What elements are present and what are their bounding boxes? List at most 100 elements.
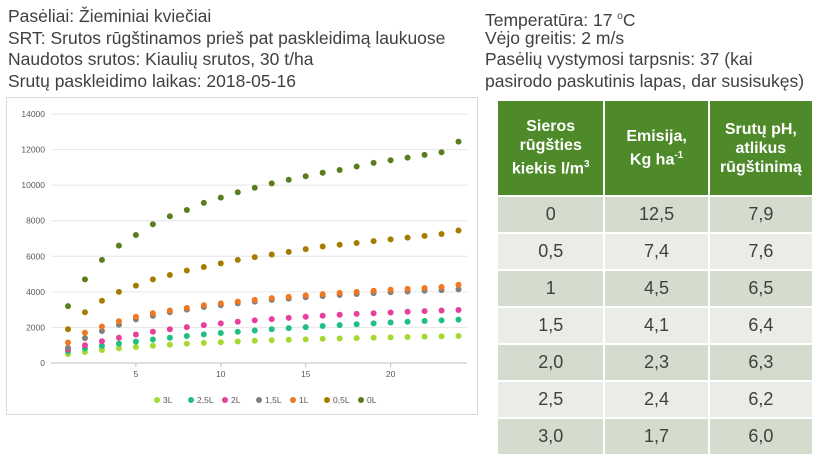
data-point [200, 322, 207, 329]
y-tick-label: 2000 [26, 322, 45, 332]
data-point [268, 316, 275, 323]
cell-emission: 12,5 [603, 195, 710, 234]
data-point [455, 332, 462, 339]
data-point [370, 159, 377, 166]
data-point [183, 332, 190, 339]
data-point [438, 284, 445, 291]
emission-chart: 0 2000 4000 6000 8000 10000 12000 14000 5 10 15 20 3… [6, 97, 478, 415]
data-point [353, 288, 360, 295]
data-point [353, 335, 360, 342]
data-point [132, 338, 139, 345]
data-point [234, 328, 241, 335]
data-point [302, 246, 309, 253]
data-point [98, 323, 105, 330]
data-point [404, 285, 411, 292]
data-point [81, 342, 88, 349]
data-point [183, 267, 190, 274]
data-point [319, 312, 326, 319]
data-point [455, 281, 462, 288]
legend-marker [222, 397, 228, 403]
data-point [183, 324, 190, 331]
data-point [251, 296, 258, 303]
legend-label: 0L [367, 395, 377, 405]
data-point [387, 157, 394, 164]
cell-emission: 2,3 [603, 343, 710, 382]
cell-acid: 1 [495, 269, 606, 308]
header-ph: Srutų pH, atlikus rūgštinimą [707, 99, 815, 197]
data-point [370, 320, 377, 327]
cell-emission: 2,4 [603, 380, 710, 419]
data-point [370, 334, 377, 341]
data-point [404, 234, 411, 241]
table-row: 1,5 4,1 6,4 [495, 306, 815, 345]
data-point [404, 334, 411, 341]
data-point [251, 184, 258, 191]
cell-ph: 6,3 [707, 343, 815, 382]
y-tick-label: 0 [40, 358, 45, 368]
data-point [64, 344, 71, 351]
data-point [217, 320, 224, 327]
data-point [336, 241, 343, 248]
data-point [64, 326, 71, 333]
data-point [319, 291, 326, 298]
data-point [149, 310, 156, 317]
data-point [183, 207, 190, 214]
cell-emission: 4,5 [603, 269, 710, 308]
cell-ph: 7,6 [707, 232, 815, 271]
data-point [200, 339, 207, 346]
data-point [166, 334, 173, 341]
data-point [200, 263, 207, 270]
table-row: 0 12,5 7,9 [495, 195, 815, 234]
data-point [302, 173, 309, 180]
data-point [319, 169, 326, 176]
legend-marker [256, 397, 262, 403]
data-point [149, 336, 156, 343]
data-point [132, 282, 139, 289]
data-point [98, 327, 105, 334]
data-point [421, 308, 428, 315]
legend-label: 0,5L [333, 395, 350, 405]
data-point [302, 324, 309, 331]
data-point [149, 221, 156, 228]
data-point [149, 276, 156, 283]
data-point [200, 199, 207, 206]
data-point [370, 310, 377, 317]
cell-acid: 1,5 [495, 306, 606, 345]
legend-label: 2L [231, 395, 241, 405]
data-point [421, 318, 428, 325]
data-point [217, 260, 224, 267]
data-point [438, 149, 445, 156]
data-point [302, 313, 309, 320]
data-point [387, 286, 394, 293]
data-point [200, 302, 207, 309]
info-left: Pasėliai: Žieminiai kviečiai SRT: Srutos… [8, 6, 445, 92]
cell-ph: 6,0 [707, 417, 815, 456]
data-point [404, 154, 411, 161]
data-point [115, 334, 122, 341]
cell-acid: 3,0 [495, 417, 606, 456]
info-date: Srutų paskleidimo laikas: 2018-05-16 [8, 70, 296, 91]
y-tick-label: 12000 [21, 145, 45, 155]
data-point [319, 323, 326, 330]
cell-emission: 7,4 [603, 232, 710, 271]
header-acid: Sieros rūgšties kiekis l/m3 [495, 99, 606, 197]
data-point [285, 176, 292, 183]
table-row: 3,0 1,7 6,0 [495, 417, 815, 456]
data-point [251, 327, 258, 334]
data-point [421, 232, 428, 239]
data-point [234, 189, 241, 196]
info-wind: Vėjo greitis: 2 m/s [485, 27, 625, 48]
data-point [234, 298, 241, 305]
cell-ph: 6,4 [707, 306, 815, 345]
acid-table: Sieros rūgšties kiekis l/m3 Emisija, Kg … [495, 99, 815, 456]
data-point [285, 336, 292, 343]
cell-ph: 6,5 [707, 269, 815, 308]
y-tick-label: 8000 [26, 216, 45, 226]
cell-ph: 6,2 [707, 380, 815, 419]
data-point [353, 239, 360, 246]
x-tick-label: 20 [386, 369, 396, 379]
data-point [268, 180, 275, 187]
data-point [336, 311, 343, 318]
data-point [166, 271, 173, 278]
chart-svg: 0 2000 4000 6000 8000 10000 12000 14000 5 10 15 20 3… [21, 109, 467, 405]
